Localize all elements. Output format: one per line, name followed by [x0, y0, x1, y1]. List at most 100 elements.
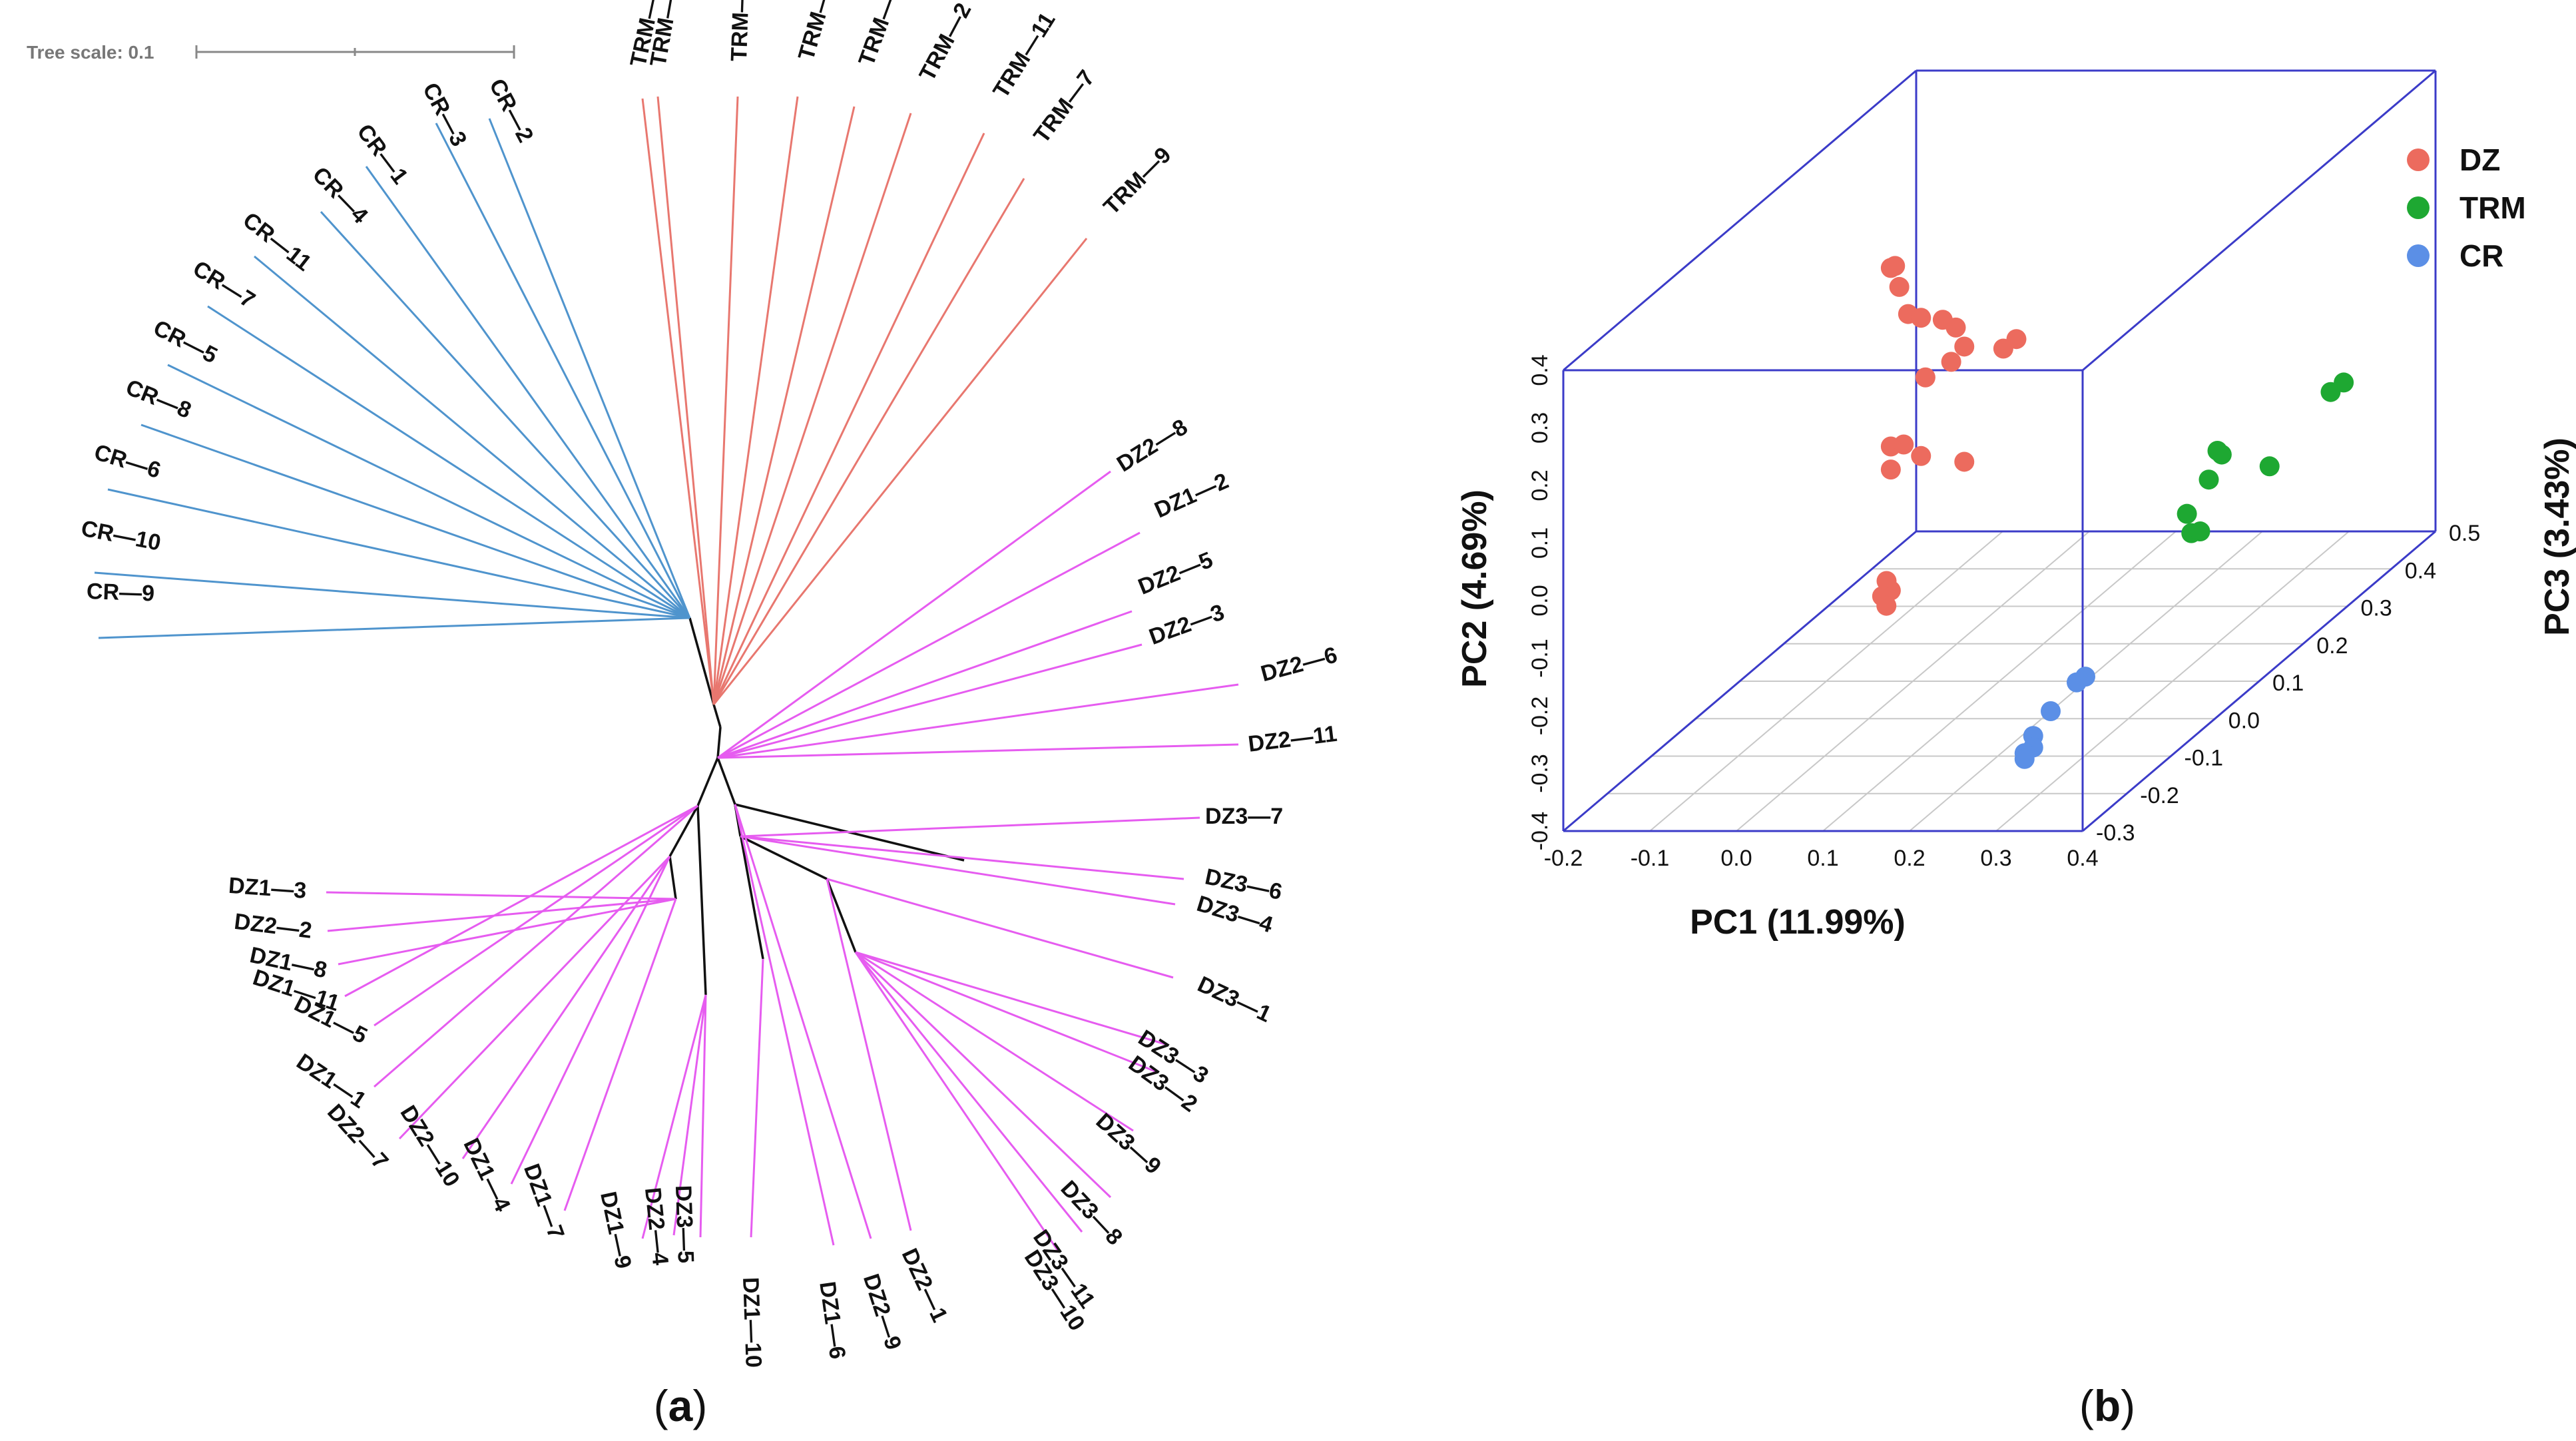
caption-a: (a) — [654, 1381, 708, 1430]
leaf-branch-dz2-11 — [717, 743, 1239, 759]
y-axis-title: PC2 (4.69%) — [1455, 489, 1494, 688]
x-tick-label-6: 0.4 — [2067, 846, 2098, 871]
point-trm-1 — [2334, 372, 2354, 393]
leaf-branch-cr-6 — [107, 488, 690, 619]
leaf-branch-dz2-8 — [717, 470, 1111, 759]
pca-tick-labels: -0.2 -0.1 0.0 0.1 0.2 0.3 0.4-0.4-0.3-0.2-0.10… — [1527, 354, 2480, 871]
z-tick-label-0: -0.3 — [2096, 820, 2135, 846]
point-cr-2 — [2041, 701, 2061, 721]
internal-branch-n0-n3 — [716, 726, 722, 758]
y-tick-label-6: 0.2 — [1527, 469, 1553, 501]
leaf-branch-dz1-5 — [374, 804, 698, 1027]
leaf-branch-trm-1 — [712, 106, 856, 705]
point-dz-15 — [1954, 451, 1975, 472]
point-dz-8 — [1941, 352, 1961, 372]
x-tick-label-4: 0.2 — [1894, 846, 1925, 871]
internal-branch-n9-n10 — [668, 805, 699, 857]
leaf-branch-dz1-3 — [326, 891, 676, 900]
x-tick-label-0: -0.2 — [1544, 846, 1583, 871]
legend-marker-dz — [2407, 148, 2430, 171]
leaf-label-dz3-5: DZ3—5 — [670, 1185, 698, 1263]
point-trm-8 — [2190, 521, 2210, 542]
leaf-branch-dz3-3 — [855, 951, 1166, 1045]
box-edge-010-011 — [1563, 69, 1917, 372]
z-tick-label-7: 0.4 — [2405, 558, 2436, 583]
z-tick-label-6: 0.3 — [2361, 596, 2392, 621]
leaf-branch-cr-2 — [488, 118, 691, 619]
leaf-branch-trm-10 — [656, 96, 715, 705]
z-tick-label-4: 0.1 — [2272, 671, 2304, 696]
leaf-branch-dz1-11 — [344, 804, 698, 998]
leaf-branch-cr-10 — [94, 571, 690, 619]
leaf-branch-trm-4 — [712, 96, 739, 705]
tree-scale: Tree scale: 0.1 — [27, 42, 515, 63]
leaf-branch-dz3-5 — [699, 994, 707, 1238]
x-tick-label-5: 0.3 — [1980, 846, 2011, 871]
leaf-branch-cr-7 — [207, 305, 690, 619]
leaf-branch-dz1-2 — [717, 531, 1141, 759]
panel-b-pca-3d-scatter: -0.2 -0.1 0.0 0.1 0.2 0.3 0.4-0.4-0.3-0.2-0.10… — [1455, 69, 2576, 942]
box-edge-000-001 — [1563, 530, 1917, 832]
leaf-branch-dz2-2 — [327, 898, 676, 932]
tree-leaf-branches — [94, 96, 1239, 1253]
y-tick-label-4: 0.0 — [1527, 585, 1553, 616]
point-dz-7 — [1954, 336, 1975, 357]
legend-marker-cr — [2407, 244, 2430, 267]
legend: DZ TRM CR — [2407, 143, 2526, 273]
leaf-branch-dz3-8 — [854, 951, 1112, 1199]
point-trm-5 — [2259, 456, 2280, 477]
tree-scale-label: Tree scale: 0.1 — [27, 42, 154, 63]
leaf-branch-dz2-5 — [717, 610, 1133, 759]
internal-branch-n6-n7 — [740, 835, 828, 880]
internal-branch-n10-n11 — [668, 856, 677, 900]
x-tick-label-3: 0.1 — [1807, 846, 1838, 871]
internal-branch-n0-n1 — [712, 704, 722, 728]
leaf-branch-dz1-8 — [338, 898, 676, 966]
box-edge-100-101 — [2082, 530, 2436, 832]
leaf-branch-dz2-9 — [734, 804, 872, 1239]
point-dz-2 — [1889, 276, 1910, 297]
internal-branch-n3-n9 — [696, 757, 719, 806]
leaf-branch-cr-5 — [167, 364, 690, 619]
z-tick-label-3: 0.0 — [2228, 708, 2260, 733]
panel-captions: (a) (b) — [654, 1381, 2135, 1430]
leaf-label-cr-9: CR—9 — [86, 579, 154, 607]
point-dz-6 — [1945, 317, 1966, 338]
y-tick-label-8: 0.4 — [1527, 354, 1553, 386]
leaf-branch-dz3-10 — [854, 952, 1060, 1253]
internal-branch-n7-n8 — [826, 878, 857, 953]
x-tick-label-1: -0.1 — [1631, 846, 1670, 871]
leaf-branch-cr-4 — [320, 210, 691, 619]
y-tick-label-2: -0.2 — [1527, 697, 1553, 736]
leaf-branch-trm-2 — [712, 113, 912, 705]
leaf-branch-trm-6 — [712, 96, 799, 705]
z-tick-label-1: -0.2 — [2140, 783, 2179, 808]
leaf-branch-cr-9 — [98, 617, 690, 639]
z-tick-label-8: 0.5 — [2449, 521, 2480, 546]
x-tick-label-2: 0.0 — [1720, 846, 1752, 871]
leaf-branch-trm-7 — [712, 178, 1025, 705]
x-axis-title: PC1 (11.99%) — [1690, 903, 1906, 942]
caption-b-letter: b — [2094, 1381, 2121, 1430]
leaf-label-dz1-10: DZ1—10 — [738, 1277, 766, 1368]
leaf-label-dz3-7: DZ3—7 — [1205, 804, 1283, 829]
point-cr-1 — [2075, 667, 2095, 687]
point-trm-4 — [2207, 440, 2228, 461]
leaf-branch-dz2-6 — [717, 683, 1239, 759]
leaf-branch-cr-3 — [435, 123, 691, 619]
y-tick-label-1: -0.3 — [1527, 754, 1553, 793]
y-tick-label-0: -0.4 — [1527, 812, 1553, 851]
point-cr-6 — [2014, 748, 2035, 769]
point-dz-14 — [1911, 445, 1932, 466]
leaf-branch-dz3-9 — [855, 951, 1134, 1132]
leaf-branch-dz3-11 — [854, 952, 1083, 1233]
internal-branch-n9-n13 — [696, 805, 707, 996]
point-dz-13 — [1894, 434, 1914, 455]
z-tick-label-5: 0.2 — [2316, 633, 2348, 659]
box-edge-110-111 — [2082, 69, 2436, 372]
leaf-branch-dz3-7 — [740, 816, 1200, 838]
leaf-branch-cr-8 — [140, 424, 690, 619]
leaf-branch-cr-1 — [365, 166, 691, 619]
